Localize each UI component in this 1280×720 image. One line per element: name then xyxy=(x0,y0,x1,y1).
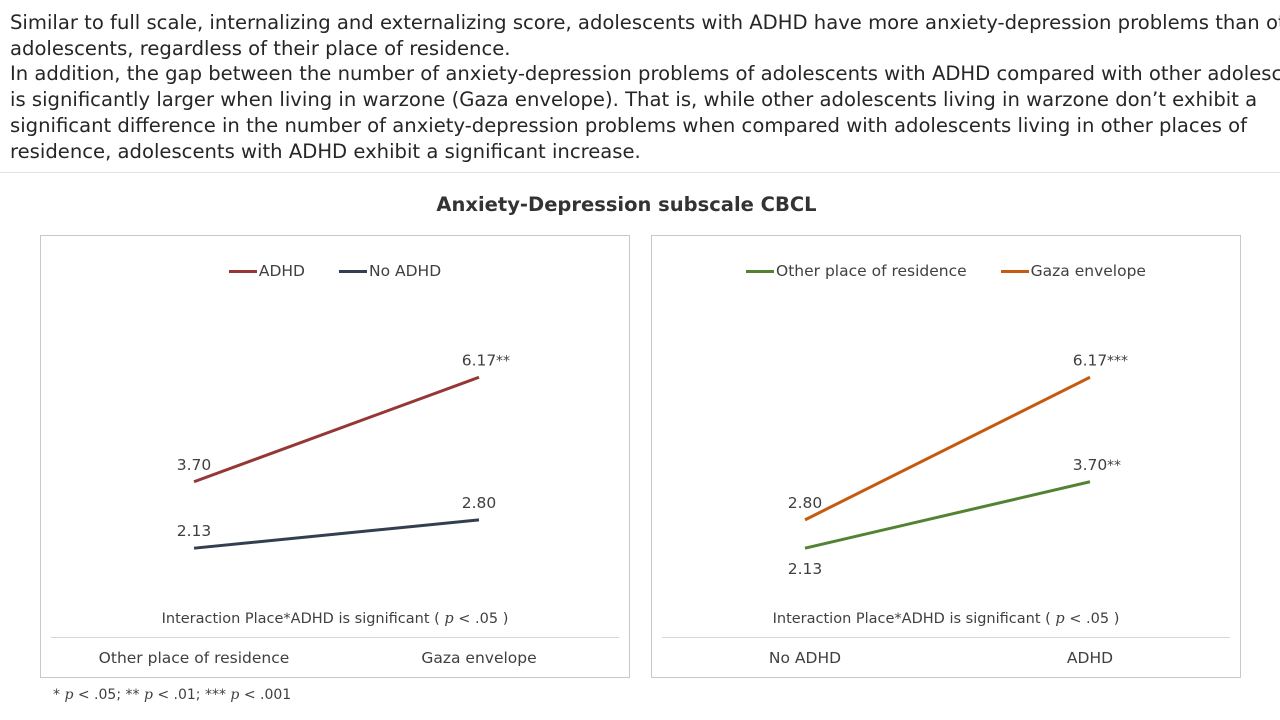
data-label: 3.70 xyxy=(177,456,212,474)
intro-line: adolescents, regardless of their place o… xyxy=(10,36,511,60)
interaction-note: Interaction Place*ADHD is significant ( … xyxy=(41,611,629,627)
legend-item-other-place: Other place of residence xyxy=(746,262,967,280)
x-axis-line xyxy=(51,637,619,638)
footnote-text: < .001 xyxy=(239,687,292,703)
series-line-adhd xyxy=(193,375,480,484)
series-line-gaza-envelope xyxy=(804,375,1091,522)
chart-legend: Other place of residence Gaza envelope xyxy=(652,262,1240,280)
note-prefix: Interaction Place*ADHD is significant ( xyxy=(772,611,1056,627)
x-tick-label: Gaza envelope xyxy=(421,649,537,667)
chart-panel-place: ADHD No ADHD 3.70 6.17 ** 2.13 2.80 Interact… xyxy=(40,235,630,678)
interaction-note: Interaction Place*ADHD is significant ( … xyxy=(652,611,1240,627)
data-label: 2.13 xyxy=(177,522,212,540)
x-axis-line xyxy=(662,637,1230,638)
legend-label: Gaza envelope xyxy=(1030,262,1146,280)
footnote-p: p xyxy=(64,687,74,703)
figure-title: Anxiety-Depression subscale CBCL xyxy=(436,193,817,216)
divider xyxy=(0,172,1280,173)
legend-swatch-no-adhd xyxy=(339,269,367,273)
data-label: 2.80 xyxy=(462,494,497,512)
note-p: p xyxy=(444,611,454,627)
chart-panel-adhd: Other place of residence Gaza envelope 2… xyxy=(651,235,1241,678)
data-label: 3.70 xyxy=(1073,456,1108,474)
data-label: 6.17 xyxy=(1073,351,1108,369)
series-line-other-place-of-residence xyxy=(804,480,1091,550)
data-label: 2.13 xyxy=(788,560,823,578)
x-tick-label: No ADHD xyxy=(768,649,842,667)
x-tick-label: ADHD xyxy=(1066,649,1114,667)
significance-marker: *** xyxy=(1107,353,1128,369)
significance-footnote: * p < .05; ** p < .01; *** p < .001 xyxy=(53,687,291,703)
footnote-p: p xyxy=(230,687,240,703)
legend-label: No ADHD xyxy=(369,262,442,280)
x-tick-label: Other place of residence xyxy=(98,649,290,667)
footnote-p: p xyxy=(143,687,153,703)
series-line-no-adhd xyxy=(193,518,480,550)
intro-line: significant difference in the number of … xyxy=(10,113,1248,137)
footnote-text: < .01; *** xyxy=(152,687,231,703)
line-plot-area: 3.70 6.17 ** 2.13 2.80 xyxy=(177,351,510,550)
legend-label: Other place of residence xyxy=(776,262,967,280)
significance-marker: ** xyxy=(496,353,510,369)
note-p: p xyxy=(1055,611,1065,627)
chart-legend: ADHD No ADHD xyxy=(41,262,629,280)
line-plot-area: 2.13 3.70 ** 2.80 6.17 *** xyxy=(788,351,1128,578)
intro-line: In addition, the gap between the number … xyxy=(10,62,1280,86)
data-label: 6.17 xyxy=(462,351,497,369)
legend-label: ADHD xyxy=(258,262,305,280)
footnote-text: < .05; ** xyxy=(73,687,144,703)
legend-swatch-gaza xyxy=(1000,269,1029,273)
intro-line: residence, adolescents with ADHD exhibit… xyxy=(10,139,641,163)
intro-line: Similar to full scale, internalizing and… xyxy=(10,11,1280,34)
legend-item-no-adhd: No ADHD xyxy=(339,262,441,280)
legend-item-gaza: Gaza envelope xyxy=(1000,262,1146,280)
footnote-text: * xyxy=(53,687,65,703)
legend-swatch-adhd xyxy=(228,269,257,273)
intro-line: is significantly larger when living in w… xyxy=(10,88,1258,112)
note-suffix: < .05 ) xyxy=(1064,611,1120,627)
intro-text: Similar to full scale, internalizing and… xyxy=(10,10,1280,164)
significance-marker: ** xyxy=(1107,458,1121,474)
data-label: 2.80 xyxy=(788,494,823,512)
legend-item-adhd: ADHD xyxy=(228,262,305,280)
note-suffix: < .05 ) xyxy=(453,611,509,627)
note-prefix: Interaction Place*ADHD is significant ( xyxy=(161,611,445,627)
legend-swatch-other-place xyxy=(746,269,775,273)
